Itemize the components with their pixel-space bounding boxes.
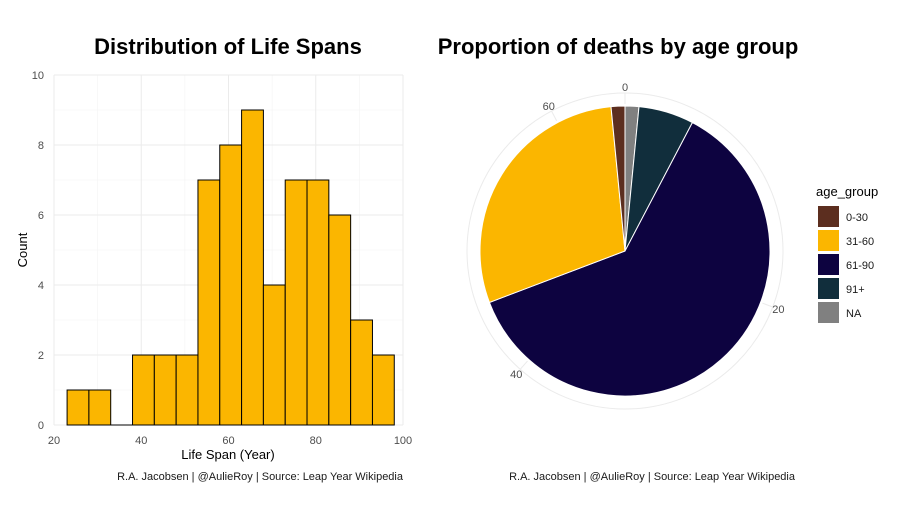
legend-label: NA	[846, 308, 862, 320]
histogram-panel: 20 40 60 80 100 0 2 4 6 8 10 Distribution of Life…	[15, 34, 412, 483]
y-tick-label: 4	[38, 280, 44, 292]
histogram-bar	[88, 389, 112, 426]
histogram-bar	[132, 354, 155, 426]
y-tick-label: 2	[38, 350, 44, 362]
histogram-caption: R.A. Jacobsen | @AulieRoy | Source: Leap…	[117, 471, 404, 483]
pie-panel: 0 20 40 60 Proportion of deaths by age grou…	[438, 34, 878, 483]
histogram-bar	[66, 389, 90, 426]
histogram-bar	[219, 144, 243, 426]
x-tick-label: 40	[135, 435, 147, 447]
pie-radial-tick-label: 0	[622, 82, 628, 94]
legend-key	[818, 206, 839, 227]
pie-legend: age_group 0-30 31-60 61-90 91+ NA	[816, 184, 878, 323]
polar-grid-spoke	[519, 360, 528, 370]
histogram-bar	[371, 354, 395, 426]
x-tick-label: 80	[310, 435, 322, 447]
y-tick-label: 10	[32, 70, 44, 82]
histogram-bar	[241, 109, 264, 426]
pie-radial-tick-label: 60	[543, 101, 555, 113]
legend-label: 91+	[846, 284, 865, 296]
y-tick-label: 8	[38, 140, 44, 152]
histogram-bar	[328, 214, 352, 426]
legend-label: 61-90	[846, 260, 874, 272]
histogram-bars	[66, 109, 395, 426]
legend-key	[818, 302, 839, 323]
histogram-title: Distribution of Life Spans	[94, 34, 362, 59]
legend-label: 31-60	[846, 236, 874, 248]
histogram-bar	[197, 179, 221, 426]
pie-title: Proportion of deaths by age group	[438, 34, 799, 59]
polar-grid-spoke	[551, 110, 558, 122]
pie-radial-ticks: 0 20 40 60	[510, 82, 784, 381]
histogram-bar	[175, 354, 199, 426]
x-tick-label: 20	[48, 435, 60, 447]
pie-slice-0-30	[610, 105, 626, 252]
histogram-bar	[284, 179, 308, 426]
pie-radial-tick-label: 40	[510, 369, 522, 381]
polar-grid-spoke	[762, 302, 773, 308]
pie-slices	[479, 105, 771, 397]
histogram-x-ticks: 20 40 60 80 100	[48, 435, 412, 447]
legend-title: age_group	[816, 184, 878, 199]
pie-slice-61-90	[488, 121, 771, 397]
histogram-bar	[306, 179, 330, 426]
histogram-bar	[350, 319, 373, 426]
legend-key	[818, 278, 839, 299]
histogram-y-axis-label: Count	[15, 232, 30, 267]
histogram-bar	[153, 354, 177, 426]
legend-key	[818, 254, 839, 275]
x-tick-label: 100	[394, 435, 412, 447]
pie-slice-31-60	[479, 106, 626, 304]
y-tick-label: 0	[38, 420, 44, 432]
legend-key	[818, 230, 839, 251]
x-tick-label: 60	[222, 435, 234, 447]
pie-caption: R.A. Jacobsen | @AulieRoy | Source: Leap…	[509, 471, 796, 483]
histogram-bar	[262, 284, 286, 426]
histogram-y-ticks: 0 2 4 6 8 10	[32, 70, 44, 432]
legend-items: 0-30 31-60 61-90 91+ NA	[818, 206, 874, 323]
y-tick-label: 6	[38, 210, 44, 222]
legend-label: 0-30	[846, 212, 868, 224]
histogram-x-axis-label: Life Span (Year)	[181, 447, 274, 462]
pie-radial-tick-label: 20	[772, 304, 784, 316]
